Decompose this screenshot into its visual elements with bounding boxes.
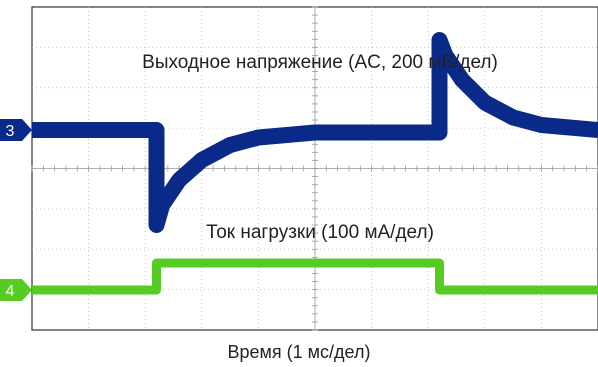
channel-marker-3	[0, 119, 32, 141]
trace-label-ch3: Выходное напряжение (AC, 200 мВ/дел)	[142, 52, 498, 73]
x-axis-label: Время (1 мс/дел)	[227, 342, 371, 362]
trace-ch3	[32, 32, 598, 233]
channel-markers: 34	[0, 119, 32, 301]
channel-marker-4	[0, 279, 32, 301]
plot-grid	[31, 6, 598, 331]
plot-traces	[32, 32, 598, 295]
channel-number-3: 3	[6, 123, 15, 140]
trace-labels: Выходное напряжение (AC, 200 мВ/дел) Ток …	[142, 52, 498, 243]
trace-label-ch4: Ток нагрузки (100 мА/дел)	[206, 222, 434, 243]
channel-number-4: 4	[6, 283, 15, 300]
trace-ch4	[32, 258, 598, 295]
